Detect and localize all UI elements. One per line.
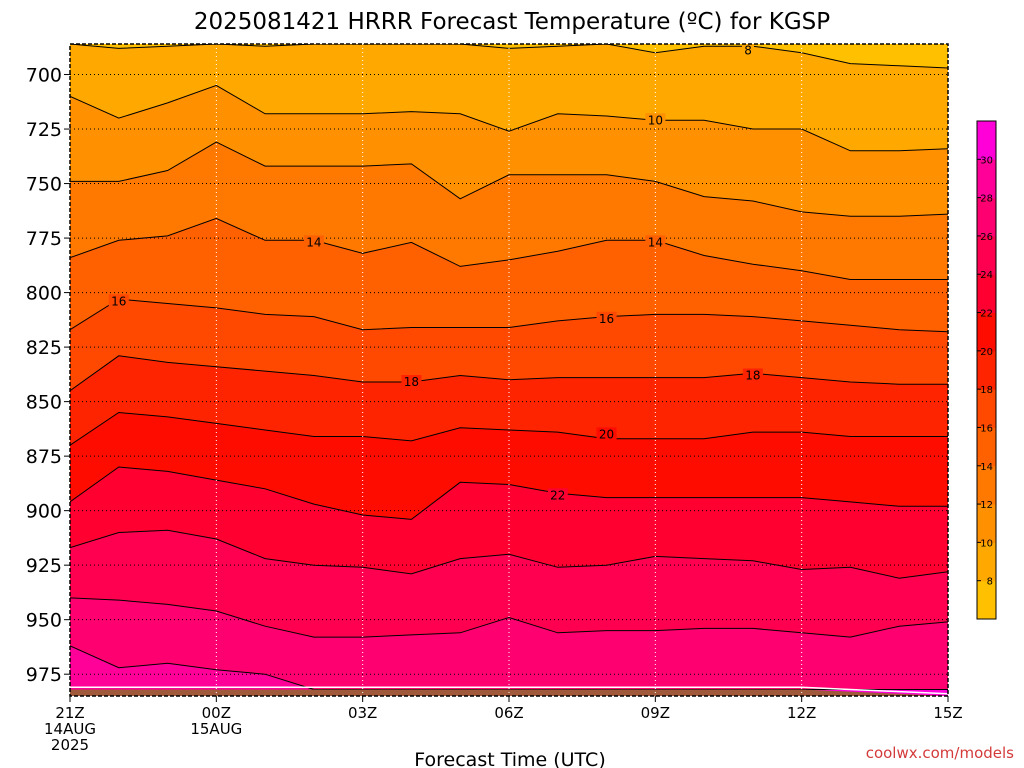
contour-line-24 <box>70 529 948 579</box>
colorbar-tick-label: 24 <box>980 270 993 281</box>
x-axis: 21Z 14AUG 2025 00Z 15AUG 03Z 06Z 09Z 12Z 15Z <box>44 696 963 754</box>
contour-line-12 <box>70 141 948 217</box>
colorbar-segment <box>977 580 996 620</box>
contour-label-bg <box>303 235 324 249</box>
contour-label-bg <box>742 44 755 57</box>
colorbar-tick-label: 16 <box>980 423 993 434</box>
x-axis-label: Forecast Time (UTC) <box>414 749 605 768</box>
colorbar-frame <box>976 120 997 620</box>
colorbar-segment <box>977 504 996 543</box>
colorbar-tick-label: 8 <box>987 577 993 588</box>
y-tick-label: 875 <box>26 446 62 468</box>
contour-line-14 <box>70 217 948 280</box>
colorbar-segment <box>977 121 996 160</box>
contour-label: 16 <box>599 312 614 326</box>
colorbar-segment <box>977 197 996 237</box>
y-tick-label: 775 <box>26 228 62 250</box>
x-tick-label: 00Z 15AUG <box>190 704 242 738</box>
colorbar-segment <box>977 427 996 467</box>
contour-label: 22 <box>550 488 565 502</box>
colorbar-tick-label: 10 <box>980 538 993 549</box>
contour-label-bg <box>108 294 129 308</box>
contour-label: 14 <box>648 235 663 249</box>
temp-band-26 <box>70 597 948 696</box>
y-tick-label: 825 <box>26 337 62 359</box>
contour-label: 14 <box>306 235 321 249</box>
y-tick-label: 975 <box>26 664 62 686</box>
y-tick-label: 750 <box>26 174 62 196</box>
x-tick-label: 06Z <box>494 704 523 722</box>
colorbar-tick-label: 26 <box>980 232 993 243</box>
y-tick-label: 700 <box>26 65 62 87</box>
colorbar-segment <box>977 350 996 390</box>
y-tick-label: 850 <box>26 392 62 414</box>
colorbar-tick-label: 14 <box>980 462 993 473</box>
colorbar-segment <box>977 465 996 505</box>
colorbar-segment <box>977 542 996 582</box>
colorbar-segment <box>977 159 996 199</box>
colorbar-segment <box>977 312 996 352</box>
x-tick-label: 09Z <box>641 704 670 722</box>
chart-title: 2025081421 HRRR Forecast Temperature (ºC… <box>194 9 830 35</box>
credit-text: coolwx.com/models <box>866 744 1014 762</box>
colorbar-segment <box>977 389 996 428</box>
colorbar-segment <box>977 274 996 314</box>
colorbar-tick-label: 18 <box>980 385 993 396</box>
contour-label-bg <box>547 488 568 502</box>
colorbar-tick-label: 28 <box>980 194 993 205</box>
y-tick-label: 900 <box>26 501 62 523</box>
y-tick-label: 800 <box>26 283 62 305</box>
contour-label: 16 <box>111 294 126 308</box>
y-tick-label: 950 <box>26 610 62 632</box>
contour-label: 18 <box>404 375 419 389</box>
plot-area: 8 10 14 14 16 16 18 18 20 22 <box>69 43 949 697</box>
colorbar: 8 10 12 14 16 18 20 22 24 26 28 30 <box>976 120 997 620</box>
colorbar-tick-label: 30 <box>980 155 993 166</box>
temp-band-28 <box>70 645 948 696</box>
colorbar-tick-label: 12 <box>980 500 993 511</box>
contour-label-bg <box>596 427 617 441</box>
contour-label: 20 <box>599 427 614 441</box>
x-tick-label: 21Z 14AUG 2025 <box>44 704 96 754</box>
contour-label-bg <box>645 235 666 249</box>
contour-label-bg <box>596 311 617 325</box>
y-tick-label: 725 <box>26 119 62 141</box>
contour-label: 18 <box>745 368 760 382</box>
colorbar-tick-label: 20 <box>980 347 993 358</box>
x-tick-label: 03Z <box>348 704 377 722</box>
contour-label-bg <box>401 374 422 388</box>
contour-label-bg <box>742 368 763 382</box>
contour-label: 10 <box>648 113 663 127</box>
colorbar-tick-label: 22 <box>980 309 993 320</box>
colorbar-segment <box>977 235 996 275</box>
contour-label: 8 <box>744 44 752 58</box>
x-tick-label: 15Z <box>933 704 962 722</box>
y-tick-label: 925 <box>26 555 62 577</box>
x-tick-label: 12Z <box>787 704 816 722</box>
contour-line-18 <box>70 355 948 392</box>
y-axis: 700 725 750 775 800 825 850 875 900 925 950 975 <box>26 65 70 686</box>
contour-label-bg <box>645 113 666 127</box>
terrain-edge <box>70 686 948 695</box>
